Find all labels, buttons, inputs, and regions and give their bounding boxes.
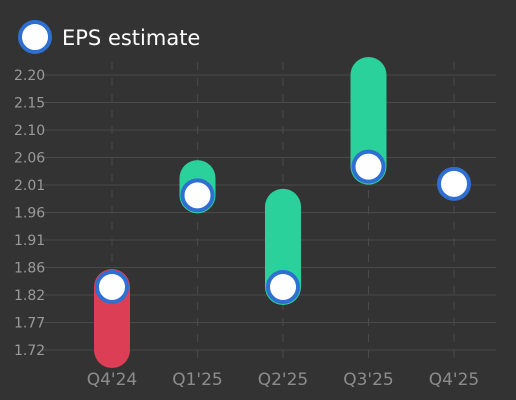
legend[interactable]: EPS estimate <box>18 20 200 54</box>
y-tick-label: 2.10 <box>14 123 45 139</box>
x-tick-label: Q1'25 <box>172 370 223 390</box>
estimate-marker[interactable] <box>266 269 300 304</box>
x-tick-label: Q4'24 <box>87 370 138 390</box>
estimate-marker[interactable] <box>95 269 129 304</box>
y-tick-label: 2.01 <box>14 178 45 194</box>
y-tick-label: 1.72 <box>14 343 45 359</box>
y-tick-label: 2.06 <box>14 151 45 167</box>
estimate-marker[interactable] <box>180 178 215 213</box>
y-tick-label: 2.15 <box>14 96 45 112</box>
y-tick-label: 1.91 <box>14 233 45 249</box>
y-tick-label: 1.82 <box>14 288 45 304</box>
x-tick-label: Q2'25 <box>258 370 309 390</box>
y-tick-label: 1.96 <box>14 206 45 222</box>
legend-label: EPS estimate <box>62 26 200 50</box>
estimate-marker[interactable] <box>351 149 386 184</box>
x-tick-label: Q4'25 <box>429 370 480 390</box>
legend-marker <box>18 20 52 54</box>
y-tick-label: 2.20 <box>14 68 45 84</box>
x-tick-label: Q3'25 <box>343 370 394 390</box>
estimate-marker[interactable] <box>437 166 471 201</box>
estimate-markers <box>95 149 471 304</box>
y-axis: 2.20 2.15 2.10 2.06 2.01 1.96 1.91 1.86 1.82 1.77… <box>14 68 45 359</box>
x-axis: Q4'24 Q1'25 Q2'25 Q3'25 Q4'25 <box>87 370 480 390</box>
y-tick-label: 1.86 <box>14 261 45 277</box>
y-tick-label: 1.77 <box>14 316 45 332</box>
